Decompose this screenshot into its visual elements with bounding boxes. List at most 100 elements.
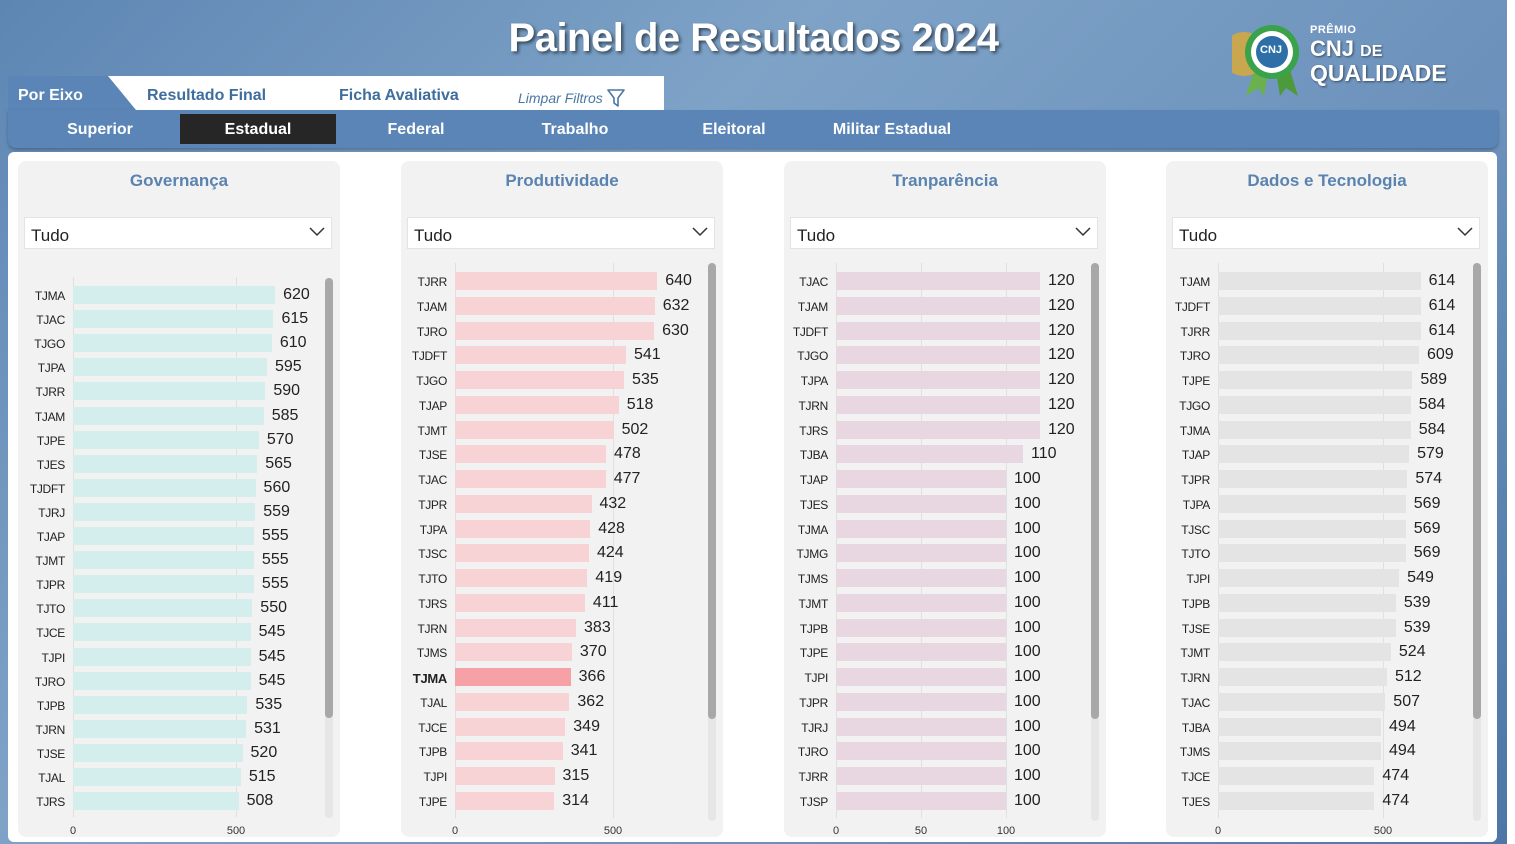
- bar[interactable]: [73, 551, 254, 570]
- bar[interactable]: [455, 668, 571, 687]
- bar-row[interactable]: TJMA 366: [401, 665, 721, 689]
- bar[interactable]: [836, 593, 1006, 612]
- segment-federal[interactable]: Federal: [387, 121, 445, 138]
- bar[interactable]: [73, 527, 254, 545]
- bar-row[interactable]: TJPR 574: [1166, 467, 1486, 491]
- bar-row[interactable]: TJMT 502: [401, 418, 721, 442]
- bar[interactable]: [73, 792, 239, 811]
- bar-row[interactable]: TJCE 349: [401, 715, 721, 739]
- bar[interactable]: [1218, 272, 1421, 290]
- bar-row[interactable]: TJSC 569: [1166, 517, 1486, 541]
- bar-row[interactable]: TJAC 120: [784, 269, 1104, 293]
- bar-row[interactable]: TJPB 539: [1166, 591, 1486, 615]
- bar-row[interactable]: TJDFT 614: [1166, 294, 1486, 318]
- bar-row[interactable]: TJAP 518: [401, 393, 721, 417]
- bar[interactable]: [73, 478, 256, 497]
- bar-row[interactable]: TJRN 512: [1166, 665, 1486, 689]
- bar[interactable]: [73, 647, 251, 666]
- bar-row[interactable]: TJAC 615: [18, 307, 338, 331]
- tab-resultado-final[interactable]: Resultado Final: [147, 87, 267, 104]
- bar-row[interactable]: TJAM 120: [784, 294, 1104, 318]
- bar[interactable]: [1218, 371, 1413, 390]
- bar-row[interactable]: TJRO 100: [784, 739, 1104, 763]
- filter-dropdown[interactable]: Tudo: [790, 217, 1098, 249]
- filter-dropdown[interactable]: Tudo: [24, 217, 332, 249]
- bar[interactable]: [1218, 767, 1375, 786]
- bar[interactable]: [73, 671, 251, 690]
- bar[interactable]: [836, 742, 1006, 761]
- bar-row[interactable]: TJMS 100: [784, 566, 1104, 590]
- bar-row[interactable]: TJDFT 541: [401, 343, 721, 367]
- bar[interactable]: [836, 321, 1040, 340]
- bar[interactable]: [836, 395, 1040, 414]
- bar[interactable]: [455, 395, 619, 414]
- segment-estadual[interactable]: Estadual: [180, 114, 336, 144]
- bar[interactable]: [1218, 395, 1411, 414]
- bar-row[interactable]: TJRR 640: [401, 269, 721, 293]
- bar[interactable]: [455, 519, 591, 538]
- bar[interactable]: [73, 382, 266, 401]
- bar[interactable]: [836, 420, 1040, 439]
- bar[interactable]: [1218, 420, 1411, 439]
- bar[interactable]: [1218, 618, 1396, 637]
- bar[interactable]: [455, 420, 614, 439]
- bar[interactable]: [836, 643, 1006, 662]
- bar-row[interactable]: TJBA 110: [784, 442, 1104, 466]
- bar-row[interactable]: TJMT 100: [784, 591, 1104, 615]
- bar-row[interactable]: TJPA 569: [1166, 492, 1486, 516]
- bar-row[interactable]: TJPA 120: [784, 368, 1104, 392]
- bar-row[interactable]: TJPE 570: [18, 428, 338, 452]
- bar-row[interactable]: TJPA 428: [401, 517, 721, 541]
- bar[interactable]: [1218, 692, 1386, 711]
- scrollbar-thumb[interactable]: [325, 278, 333, 718]
- bar[interactable]: [73, 719, 247, 738]
- bar-row[interactable]: TJPI 549: [1166, 566, 1486, 590]
- bar[interactable]: [836, 346, 1040, 365]
- bar[interactable]: [73, 695, 248, 714]
- bar[interactable]: [455, 569, 588, 588]
- bar[interactable]: [1218, 593, 1396, 612]
- segment-superior[interactable]: Superior: [67, 121, 133, 138]
- bar[interactable]: [1218, 569, 1400, 588]
- bar[interactable]: [1218, 346, 1419, 365]
- bar[interactable]: [836, 569, 1006, 588]
- bar-row[interactable]: TJPB 535: [18, 693, 338, 717]
- bar[interactable]: [73, 743, 243, 762]
- bar-row[interactable]: TJSE 539: [1166, 616, 1486, 640]
- bar[interactable]: [73, 575, 254, 594]
- filter-dropdown[interactable]: Tudo: [1172, 217, 1480, 249]
- bar[interactable]: [73, 286, 276, 304]
- bar[interactable]: [455, 321, 655, 340]
- bar-row[interactable]: TJRR 100: [784, 764, 1104, 788]
- bar-row[interactable]: TJRR 590: [18, 379, 338, 403]
- bar-row[interactable]: TJAP 555: [18, 524, 338, 548]
- bar-row[interactable]: TJPE 100: [784, 640, 1104, 664]
- bar-row[interactable]: TJGO 120: [784, 343, 1104, 367]
- bar-row[interactable]: TJAC 477: [401, 467, 721, 491]
- bar[interactable]: [455, 272, 658, 290]
- bar-row[interactable]: TJPE 314: [401, 789, 721, 813]
- bar[interactable]: [1218, 321, 1421, 340]
- bar-row[interactable]: TJBA 494: [1166, 715, 1486, 739]
- bar[interactable]: [1218, 668, 1387, 687]
- bar-row[interactable]: TJPI 315: [401, 764, 721, 788]
- bar-row[interactable]: TJMS 494: [1166, 739, 1486, 763]
- bar-row[interactable]: TJGO 610: [18, 331, 338, 355]
- bar[interactable]: [455, 494, 592, 513]
- bar-row[interactable]: TJRS 508: [18, 789, 338, 813]
- bar[interactable]: [455, 643, 572, 662]
- clear-filters-button[interactable]: Limpar Filtros: [518, 88, 625, 108]
- bar[interactable]: [1218, 643, 1391, 662]
- bar[interactable]: [1218, 494, 1406, 513]
- bar-row[interactable]: TJRN 383: [401, 616, 721, 640]
- bar[interactable]: [1218, 445, 1410, 464]
- bar-row[interactable]: TJTO 419: [401, 566, 721, 590]
- bar-row[interactable]: TJDFT 560: [18, 476, 338, 500]
- bar[interactable]: [836, 668, 1006, 687]
- bar-row[interactable]: TJTO 569: [1166, 541, 1486, 565]
- bar-row[interactable]: TJCE 545: [18, 620, 338, 644]
- bar[interactable]: [73, 502, 256, 521]
- bar-row[interactable]: TJGO 535: [401, 368, 721, 392]
- bar-row[interactable]: TJMT 524: [1166, 640, 1486, 664]
- bar[interactable]: [1218, 296, 1421, 315]
